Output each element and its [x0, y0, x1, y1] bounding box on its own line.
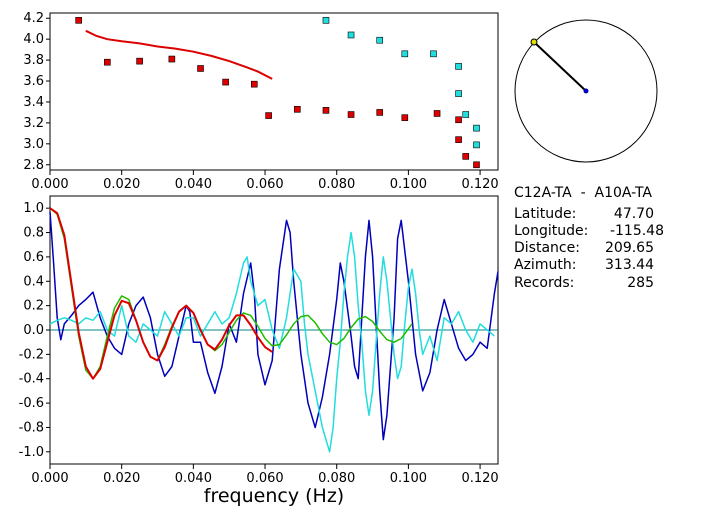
- disp-x-tick-label: 0.080: [318, 177, 355, 192]
- corr-y-tick-label: -0.8: [19, 420, 44, 435]
- corr-y-tick-label: 0.2: [23, 299, 44, 314]
- red-dispersion-point: [265, 112, 272, 119]
- disp-y-tick-label: 3.0: [23, 137, 44, 152]
- green-correlation-line: [49, 207, 413, 380]
- corr-x-tick-label: 0.080: [318, 471, 355, 486]
- corr-x-tick-label: 0.000: [31, 471, 68, 486]
- station-info-panel: C12A-TA - A10A-TA Latitude: 47.70 Longit…: [514, 185, 664, 291]
- info-value-distance: 209.65: [605, 240, 654, 256]
- cyan-dispersion-point: [473, 124, 480, 132]
- red-dispersion-point: [104, 58, 111, 66]
- info-label-distance: Distance:: [514, 240, 580, 256]
- cyan-dispersion-point: [347, 31, 355, 39]
- red-dispersion-point: [222, 78, 229, 86]
- disp-y-tick-label: 3.4: [23, 95, 44, 110]
- dispersion-marks: [75, 17, 480, 169]
- corr-y-tick-label: -0.2: [19, 347, 44, 362]
- dispersion-plot: 0.000 0.020 0.040 0.060 0.080 0.100 0.120 4.2 4.…: [23, 11, 498, 192]
- red-dispersion-point: [347, 111, 355, 118]
- red-dispersion-point: [250, 80, 258, 88]
- red-dispersion-point: [322, 107, 330, 114]
- red-dispersion-point: [455, 136, 462, 143]
- red-dispersion-point: [401, 114, 409, 121]
- red-dispersion-point: [376, 109, 384, 116]
- red-correlation-line: [49, 207, 273, 380]
- disp-y-tick-label: 2.8: [23, 158, 44, 173]
- red-dispersion-point: [462, 153, 470, 160]
- red-dispersion-point: [168, 55, 176, 63]
- cyan-dispersion-point: [455, 90, 462, 97]
- azimuth-compass: [514, 19, 658, 163]
- corr-x-tick-label: 0.020: [103, 471, 140, 486]
- info-value-longitude: -115.48: [610, 223, 664, 239]
- info-value-records: 285: [627, 275, 654, 291]
- dispersion-curve: [85, 29, 273, 80]
- red-dispersion-point: [197, 65, 204, 72]
- corr-x-tick-label: 0.040: [175, 471, 212, 486]
- red-dispersion-point: [433, 110, 441, 117]
- correlation-ticks: 0.000 0.020 0.040 0.060 0.080 0.100 0.120 1.0 0.…: [19, 201, 499, 486]
- disp-y-tick-label: 3.8: [23, 53, 44, 68]
- compass-needle: [533, 41, 587, 92]
- disp-x-tick-label: 0.060: [246, 177, 283, 192]
- corr-y-tick-label: 0.0: [23, 323, 44, 338]
- info-label-latitude: Latitude:: [514, 206, 576, 222]
- red-dispersion-point: [136, 57, 143, 65]
- dispersion-plot-frame: [49, 12, 499, 171]
- red-dispersion-point: [293, 105, 301, 113]
- cyan-dispersion-point: [455, 63, 462, 70]
- red-dispersion-point: [75, 17, 82, 24]
- info-label-azimuth: Azimuth:: [514, 257, 576, 273]
- corr-y-tick-label: -0.4: [19, 372, 44, 387]
- station-pair-title: C12A-TA - A10A-TA: [514, 185, 652, 201]
- compass-circle: [514, 19, 658, 163]
- cyan-dispersion-point: [376, 36, 384, 44]
- red-dispersion-point: [473, 161, 480, 169]
- info-value-azimuth: 313.44: [605, 257, 654, 273]
- info-label-records: Records:: [514, 275, 574, 291]
- correlation-plot: 0.000 0.020 0.040 0.060 0.080 0.100 0.120 1.0 0.…: [19, 195, 499, 507]
- disp-y-tick-label: 4.0: [23, 32, 44, 47]
- cyan-correlation-line: [49, 231, 495, 453]
- compass-center-dot: [583, 88, 589, 94]
- x-axis-label: frequency (Hz): [204, 485, 344, 507]
- dispersion-ticks: 0.000 0.020 0.040 0.060 0.080 0.100 0.120 4.2 4.…: [23, 11, 498, 192]
- corr-x-tick-label: 0.120: [461, 471, 498, 486]
- corr-y-tick-label: 0.8: [23, 226, 44, 241]
- cyan-dispersion-point: [462, 111, 470, 118]
- disp-y-tick-label: 4.2: [23, 11, 44, 26]
- corr-y-tick-label: 0.6: [23, 250, 44, 265]
- disp-x-tick-label: 0.000: [31, 177, 68, 192]
- info-label-longitude: Longitude:: [514, 223, 588, 239]
- corr-y-tick-label: 0.4: [23, 274, 44, 289]
- disp-y-tick-label: 3.2: [23, 116, 44, 131]
- compass-station-dot: [530, 38, 538, 46]
- red-dispersion-point: [455, 116, 462, 124]
- cyan-dispersion-point: [401, 50, 409, 58]
- disp-x-tick-label: 0.020: [103, 177, 140, 192]
- disp-y-tick-label: 3.6: [23, 74, 44, 89]
- disp-x-tick-label: 0.100: [390, 177, 427, 192]
- cyan-dispersion-point: [430, 50, 437, 58]
- blue-correlation-line: [49, 211, 499, 441]
- cyan-dispersion-point: [473, 141, 480, 149]
- corr-y-tick-label: -1.0: [19, 445, 44, 460]
- cyan-dispersion-point: [322, 17, 330, 24]
- disp-x-tick-label: 0.120: [461, 177, 498, 192]
- info-value-latitude: 47.70: [614, 206, 654, 222]
- corr-x-tick-label: 0.060: [246, 471, 283, 486]
- corr-x-tick-label: 0.100: [390, 471, 427, 486]
- correlation-marks: [49, 207, 499, 453]
- corr-y-tick-label: 1.0: [23, 201, 44, 216]
- corr-y-tick-label: -0.6: [19, 396, 44, 411]
- disp-x-tick-label: 0.040: [175, 177, 212, 192]
